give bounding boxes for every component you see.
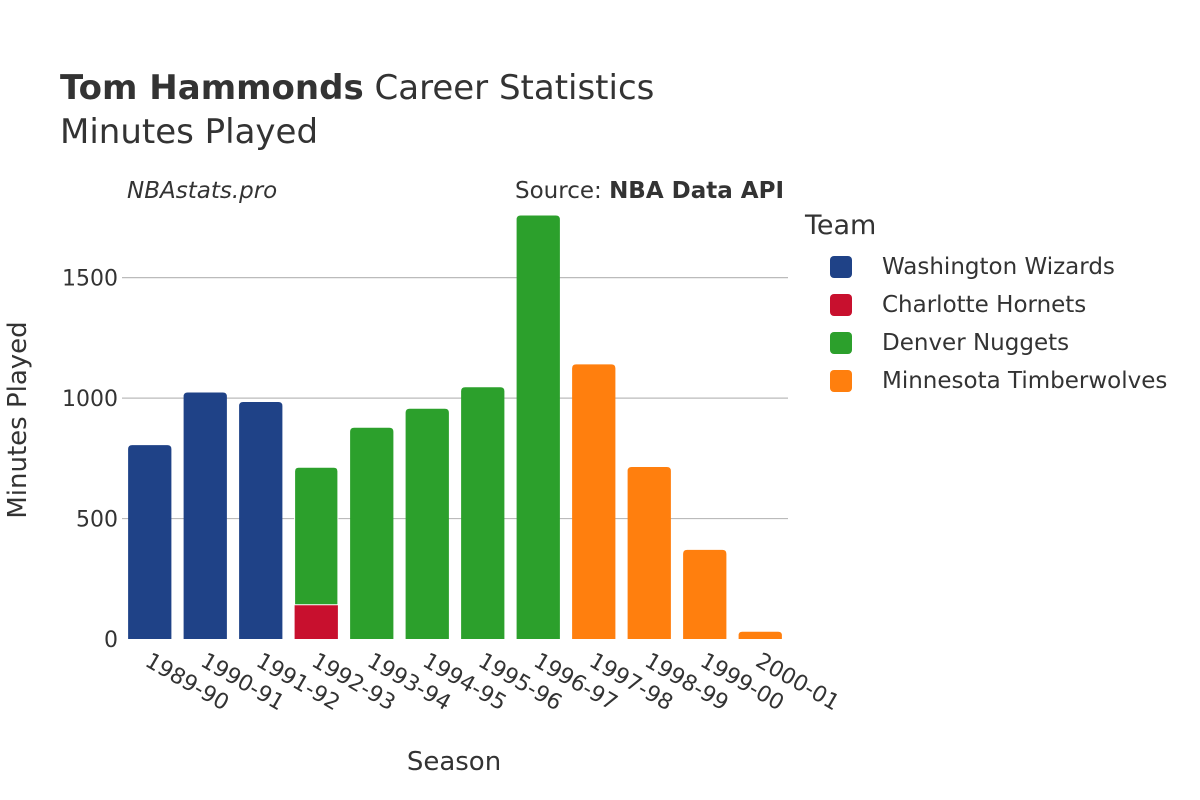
bar-1992-93-charlotte-hornets[interactable] — [294, 604, 338, 639]
bar-1999-00-minnesota-timberwolves[interactable] — [683, 549, 727, 639]
y-axis-ticks: 0 500 1000 1500 — [62, 267, 118, 653]
legend-swatch — [830, 370, 852, 392]
legend-item-charlotte-hornets[interactable]: Charlotte Hornets — [830, 290, 1086, 320]
bar-1990-91-washington-wizards[interactable] — [183, 392, 227, 639]
bar-1991-92-washington-wizards[interactable] — [239, 401, 283, 639]
y-tick-label: 1500 — [62, 267, 118, 292]
legend-title: Team — [805, 210, 877, 241]
bar-1998-99-minnesota-timberwolves[interactable] — [627, 466, 671, 639]
x-axis-ticks: 1989-901990-911991-921992-931993-941994-… — [141, 649, 844, 717]
bar-1989-90-washington-wizards[interactable] — [128, 445, 172, 639]
bar-1995-96-denver-nuggets[interactable] — [461, 387, 505, 639]
chart-subtitle: Minutes Played — [60, 112, 319, 152]
source-prefix: Source: — [515, 178, 610, 204]
y-tick-label: 1000 — [62, 387, 118, 412]
legend-swatch — [830, 294, 852, 316]
bar-1996-97-denver-nuggets[interactable] — [516, 215, 560, 639]
player-name: Tom Hammonds — [60, 68, 364, 108]
legend-item-washington-wizards[interactable]: Washington Wizards — [830, 252, 1115, 282]
bar-1997-98-minnesota-timberwolves[interactable] — [572, 364, 616, 639]
legend-label: Denver Nuggets — [882, 330, 1070, 356]
bar-1993-94-denver-nuggets[interactable] — [350, 427, 394, 639]
source-label: Source: NBA Data API — [515, 178, 784, 204]
source-name: NBA Data API — [609, 178, 784, 204]
y-tick-label: 0 — [104, 628, 118, 653]
legend-item-denver-nuggets[interactable]: Denver Nuggets — [830, 328, 1069, 358]
legend-label: Washington Wizards — [882, 254, 1115, 280]
bar-1992-93-denver-nuggets[interactable] — [294, 466, 339, 606]
y-tick-label: 500 — [76, 508, 118, 533]
legend-swatch — [830, 256, 852, 278]
chart-title: Tom Hammonds Career Statistics — [60, 68, 654, 108]
x-axis-title: Season — [407, 747, 501, 777]
legend-label: Minnesota Timberwolves — [882, 368, 1168, 394]
site-credit: NBAstats.pro — [127, 178, 278, 204]
legend-swatch — [830, 332, 852, 354]
gridlines — [122, 277, 788, 520]
bars — [128, 215, 782, 639]
bar-1994-95-denver-nuggets[interactable] — [405, 408, 449, 639]
y-axis-title: Minutes Played — [3, 321, 33, 518]
legend-item-minnesota-timberwolves[interactable]: Minnesota Timberwolves — [830, 366, 1167, 396]
title-suffix: Career Statistics — [363, 68, 655, 108]
legend-label: Charlotte Hornets — [882, 292, 1087, 318]
bar-2000-01-minnesota-timberwolves[interactable] — [738, 631, 782, 639]
